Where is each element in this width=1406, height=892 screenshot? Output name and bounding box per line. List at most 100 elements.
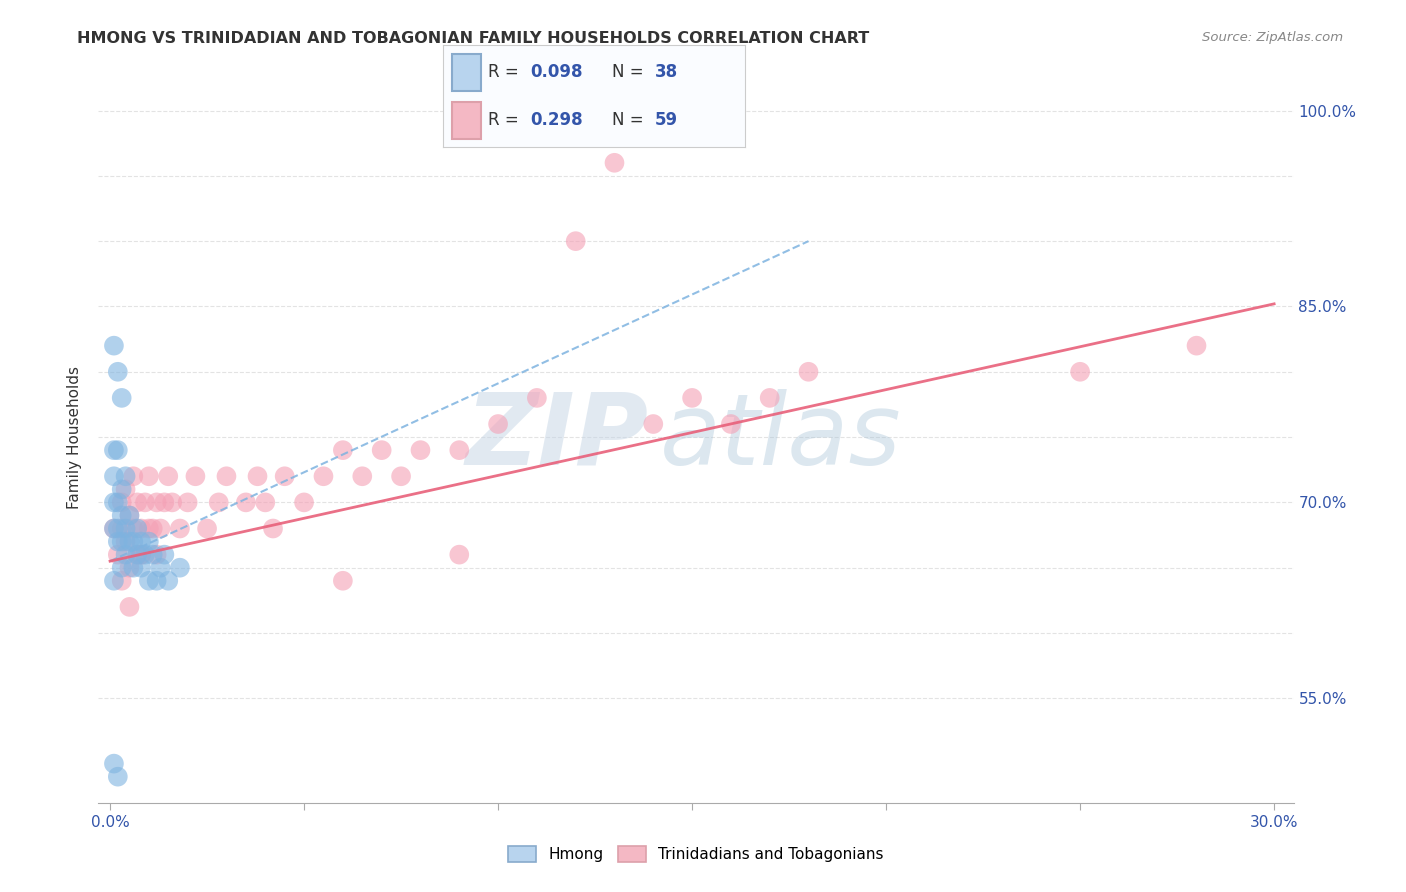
Point: [758, 391, 780, 405]
Point: [111, 391, 134, 405]
Point: [157, 574, 180, 588]
Text: 0.098: 0.098: [530, 62, 583, 81]
Point: [332, 443, 354, 458]
Point: [129, 548, 152, 562]
Point: [129, 534, 152, 549]
Point: [111, 521, 134, 535]
Point: [122, 469, 145, 483]
Point: [145, 495, 167, 509]
Point: [111, 574, 134, 588]
Point: [114, 483, 136, 497]
Y-axis label: Family Households: Family Households: [67, 366, 83, 508]
Point: [103, 495, 125, 509]
Point: [122, 521, 145, 535]
Point: [138, 469, 160, 483]
Point: [160, 495, 183, 509]
Text: N =: N =: [612, 111, 650, 129]
FancyBboxPatch shape: [451, 102, 481, 139]
Point: [1069, 365, 1091, 379]
Text: Source: ZipAtlas.com: Source: ZipAtlas.com: [1202, 31, 1343, 45]
Point: [129, 521, 152, 535]
Point: [312, 469, 335, 483]
Point: [111, 534, 134, 549]
Text: 0.298: 0.298: [530, 111, 583, 129]
Point: [107, 443, 129, 458]
Point: [352, 469, 374, 483]
Point: [176, 495, 198, 509]
Point: [149, 560, 172, 574]
Point: [195, 521, 218, 535]
Point: [208, 495, 231, 509]
Point: [449, 548, 471, 562]
Point: [107, 521, 129, 535]
Point: [114, 469, 136, 483]
Legend: Hmong, Trinidadians and Tobagonians: Hmong, Trinidadians and Tobagonians: [502, 840, 890, 868]
Text: 59: 59: [655, 111, 678, 129]
Point: [118, 560, 141, 574]
Point: [103, 756, 125, 771]
Point: [142, 521, 165, 535]
Point: [129, 548, 152, 562]
Point: [370, 443, 392, 458]
Point: [449, 443, 471, 458]
Point: [389, 469, 412, 483]
Point: [184, 469, 207, 483]
Point: [127, 495, 149, 509]
Point: [134, 548, 156, 562]
Text: 38: 38: [655, 62, 678, 81]
Point: [797, 365, 820, 379]
Point: [262, 521, 284, 535]
Point: [145, 574, 167, 588]
Point: [103, 521, 125, 535]
Text: ZIP: ZIP: [465, 389, 648, 485]
Point: [142, 548, 165, 562]
Point: [603, 156, 626, 170]
Point: [145, 548, 167, 562]
Point: [153, 495, 176, 509]
Point: [134, 495, 156, 509]
Point: [153, 548, 176, 562]
Text: HMONG VS TRINIDADIAN AND TOBAGONIAN FAMILY HOUSEHOLDS CORRELATION CHART: HMONG VS TRINIDADIAN AND TOBAGONIAN FAMI…: [77, 31, 869, 46]
Point: [643, 417, 665, 431]
Point: [103, 521, 125, 535]
Point: [118, 599, 141, 614]
Point: [486, 417, 509, 431]
Point: [118, 534, 141, 549]
Point: [111, 508, 134, 523]
Point: [215, 469, 238, 483]
Point: [169, 521, 191, 535]
Point: [332, 574, 354, 588]
Point: [149, 521, 172, 535]
Point: [1185, 339, 1208, 353]
Point: [103, 443, 125, 458]
Point: [103, 339, 125, 353]
Point: [127, 521, 149, 535]
FancyBboxPatch shape: [451, 54, 481, 91]
Point: [138, 534, 160, 549]
Point: [720, 417, 742, 431]
Point: [138, 574, 160, 588]
Point: [273, 469, 295, 483]
Point: [111, 560, 134, 574]
Point: [127, 548, 149, 562]
Point: [114, 534, 136, 549]
Text: R =: R =: [488, 62, 524, 81]
Point: [409, 443, 432, 458]
Point: [107, 365, 129, 379]
Text: N =: N =: [612, 62, 650, 81]
Point: [107, 495, 129, 509]
Point: [127, 548, 149, 562]
Point: [114, 548, 136, 562]
Point: [129, 560, 152, 574]
Text: R =: R =: [488, 111, 524, 129]
Point: [526, 391, 548, 405]
Point: [235, 495, 257, 509]
Point: [103, 469, 125, 483]
Point: [111, 495, 134, 509]
Point: [246, 469, 269, 483]
Point: [254, 495, 277, 509]
Text: atlas: atlas: [661, 389, 901, 485]
Point: [107, 534, 129, 549]
Point: [114, 521, 136, 535]
Point: [103, 574, 125, 588]
